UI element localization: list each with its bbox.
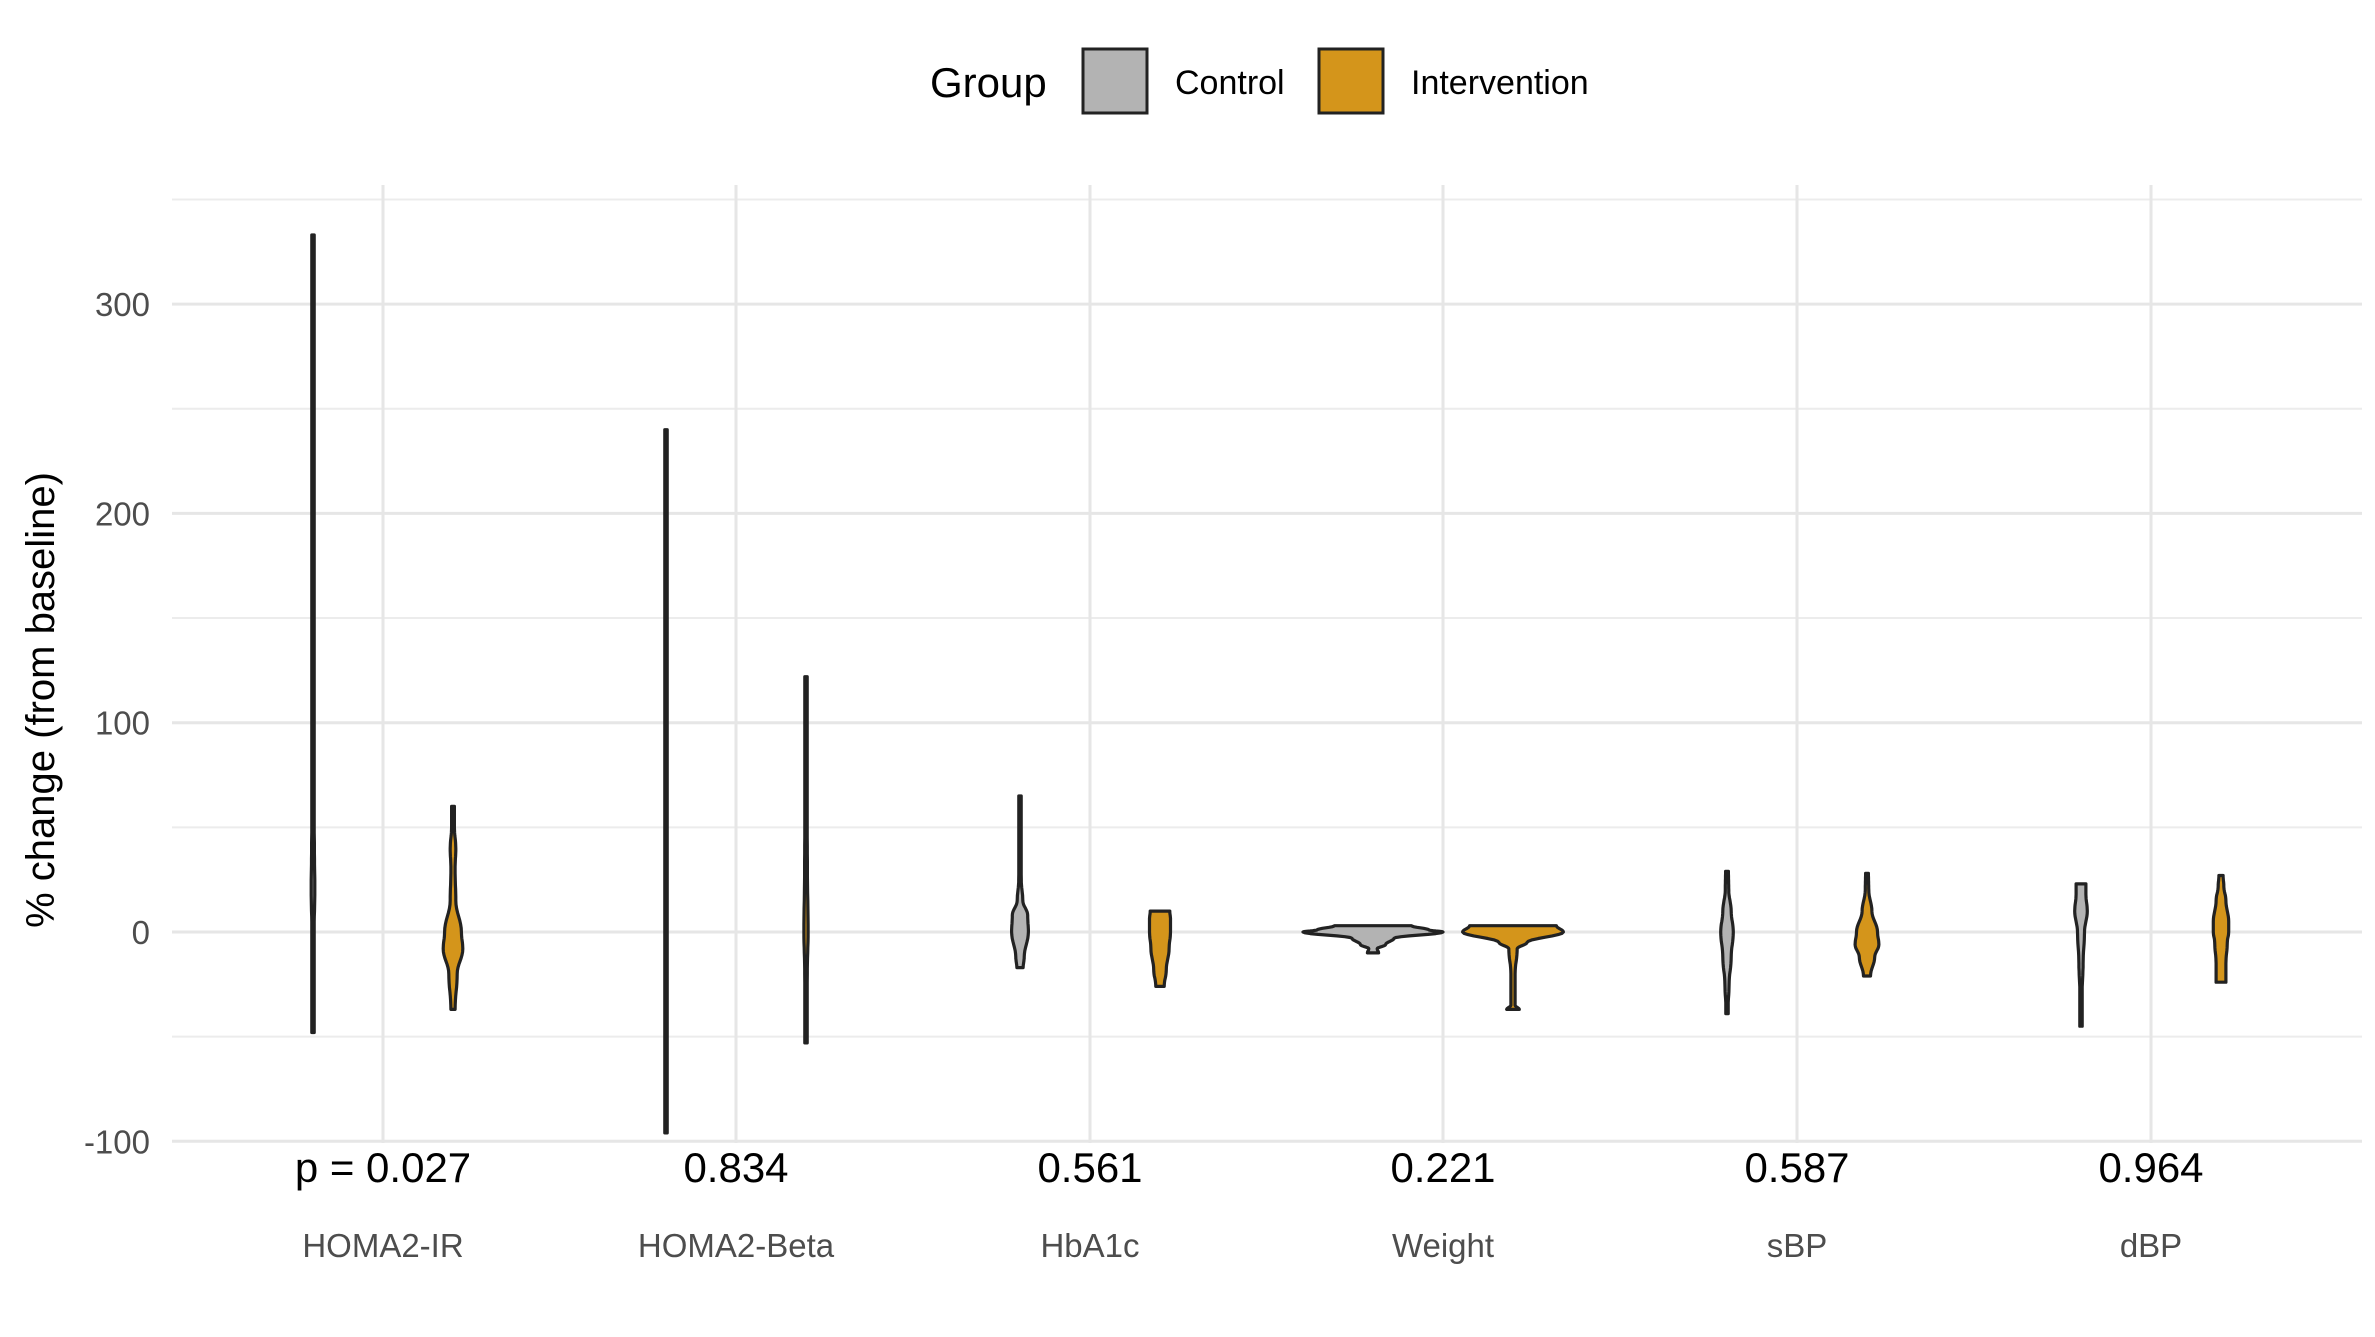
violin-intervention-homa2-beta bbox=[802, 675, 810, 1045]
violin-intervention-hba1c bbox=[1147, 909, 1173, 988]
p-value-label: p = 0.027 bbox=[295, 1144, 471, 1191]
violin-intervention-sbp bbox=[1853, 871, 1881, 978]
y-tick-label: -100 bbox=[84, 1123, 150, 1160]
y-axis: -100 0 100 200 300 bbox=[84, 286, 150, 1160]
x-tick-label: Weight bbox=[1392, 1227, 1494, 1264]
violin-control-weight bbox=[1301, 924, 1445, 955]
legend-title: Group bbox=[930, 59, 1047, 106]
x-tick-label: HOMA2-IR bbox=[302, 1227, 463, 1264]
y-tick-label: 0 bbox=[132, 914, 150, 951]
legend-swatch bbox=[1081, 47, 1149, 115]
legend-item-intervention[interactable]: Intervention bbox=[1317, 47, 1589, 115]
legend-label: Intervention bbox=[1411, 64, 1589, 102]
legend-label: Control bbox=[1175, 64, 1285, 102]
x-tick-label: dBP bbox=[2120, 1227, 2182, 1264]
p-value-labels: p = 0.027 0.834 0.561 0.221 0.587 0.964 bbox=[295, 1144, 2204, 1191]
p-value-label: 0.587 bbox=[1744, 1144, 1849, 1191]
violin-intervention-homa2-ir bbox=[441, 804, 465, 1011]
legend-item-control[interactable]: Control bbox=[1081, 47, 1285, 115]
p-value-label: 0.561 bbox=[1037, 1144, 1142, 1191]
x-axis: HOMA2-IR HOMA2-Beta HbA1c Weight sBP dBP bbox=[302, 1227, 2182, 1264]
y-tick-label: 200 bbox=[95, 495, 150, 532]
violin-control-dbp bbox=[2073, 882, 2089, 1028]
violin-control-sbp bbox=[1719, 869, 1735, 1016]
p-value-label: 0.221 bbox=[1390, 1144, 1495, 1191]
p-value-label: 0.834 bbox=[683, 1144, 788, 1191]
p-value-label: 0.964 bbox=[2098, 1144, 2203, 1191]
violins bbox=[309, 233, 2231, 1135]
violin-intervention-weight bbox=[1461, 924, 1565, 1011]
x-tick-label: HOMA2-Beta bbox=[638, 1227, 835, 1264]
violin-intervention-dbp bbox=[2211, 873, 2231, 984]
grid bbox=[172, 185, 2362, 1143]
legend-swatch bbox=[1317, 47, 1385, 115]
x-tick-label: sBP bbox=[1767, 1227, 1828, 1264]
x-tick-label: HbA1c bbox=[1040, 1227, 1139, 1264]
y-tick-label: 100 bbox=[95, 705, 150, 742]
legend[interactable]: Group Control Intervention bbox=[930, 47, 1589, 115]
y-axis-title: % change (from baseline) bbox=[19, 472, 63, 928]
violin-control-homa2-beta bbox=[663, 428, 669, 1135]
violin-control-homa2-ir bbox=[309, 233, 317, 1035]
violin-control-hba1c bbox=[1010, 794, 1030, 970]
y-tick-label: 300 bbox=[95, 286, 150, 323]
